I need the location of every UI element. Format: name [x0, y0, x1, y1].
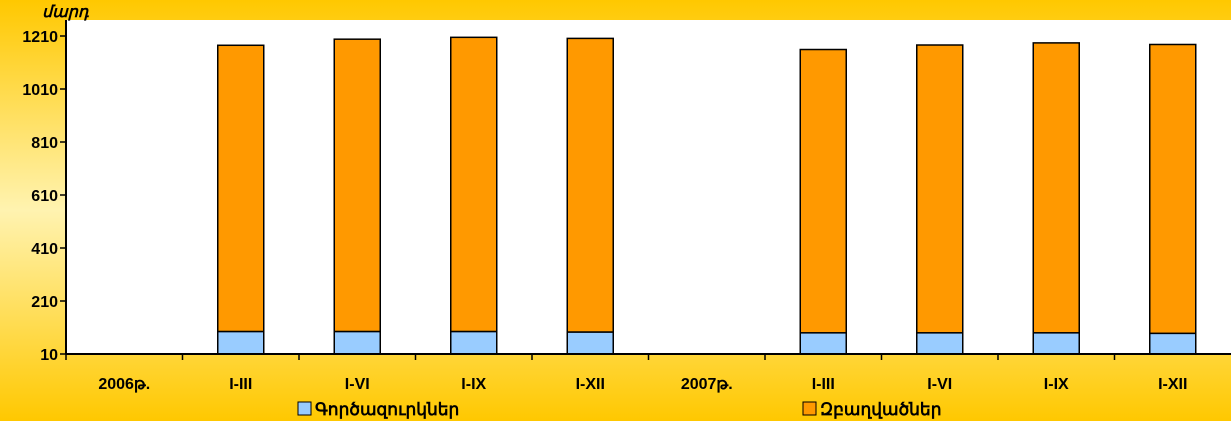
x-tick-label: I-XII — [576, 376, 605, 393]
x-tick-label: I-IX — [461, 376, 486, 393]
bar-segment-unemployed — [916, 332, 964, 355]
bar-segment-unemployed — [450, 330, 498, 355]
y-tick-label: 810 — [31, 135, 58, 152]
bar-segment-unemployed — [799, 332, 847, 355]
bar-segment-employed — [1032, 42, 1080, 334]
bar-segment-unemployed — [1032, 332, 1080, 355]
bar-segment-unemployed — [333, 330, 381, 355]
bar-segment-employed — [799, 48, 847, 334]
unit-label: մարդ — [42, 4, 90, 21]
bar-segment-employed — [217, 44, 265, 333]
x-tick-label: I-IX — [1044, 376, 1069, 393]
bar-segment-unemployed — [566, 331, 614, 355]
x-axis: 2006թ. I-III I-VI I-IX I-XII 2007թ. I-III I-VI I… — [65, 353, 1231, 393]
x-tick-label: 2006թ. — [98, 376, 150, 393]
y-tick-label: 1210 — [22, 29, 58, 46]
x-tick-label: I-VI — [927, 376, 952, 393]
bars-layer — [217, 36, 1197, 355]
y-tick-label: 410 — [31, 241, 58, 258]
x-tick-label: I-VI — [345, 376, 370, 393]
y-tick-label: 610 — [31, 188, 58, 205]
bar-segment-unemployed — [1149, 332, 1197, 355]
legend-swatch — [297, 401, 312, 416]
bar-segment-unemployed — [217, 330, 265, 355]
bar-segment-employed — [1149, 43, 1197, 335]
y-axis: 10 210 410 610 810 1010 1210 — [22, 20, 67, 364]
legend-swatch — [802, 401, 817, 416]
y-tick-label: 210 — [31, 294, 58, 311]
x-tick-label: 2007թ. — [681, 376, 733, 393]
y-tick-label: 10 — [40, 347, 58, 364]
bar-segment-employed — [916, 44, 964, 334]
legend: Գործազուրկներ Զբաղվածներ — [297, 400, 941, 419]
bar-segment-employed — [566, 37, 614, 333]
x-tick-label: I-XII — [1158, 376, 1187, 393]
legend-label: Գործազուրկներ — [315, 400, 459, 419]
bar-segment-employed — [450, 36, 498, 333]
x-tick-label: I-III — [229, 376, 252, 393]
legend-label: Զբաղվածներ — [820, 400, 941, 419]
bar-segment-employed — [333, 38, 381, 333]
y-tick-label: 1010 — [22, 82, 58, 99]
x-tick-label: I-III — [812, 376, 835, 393]
